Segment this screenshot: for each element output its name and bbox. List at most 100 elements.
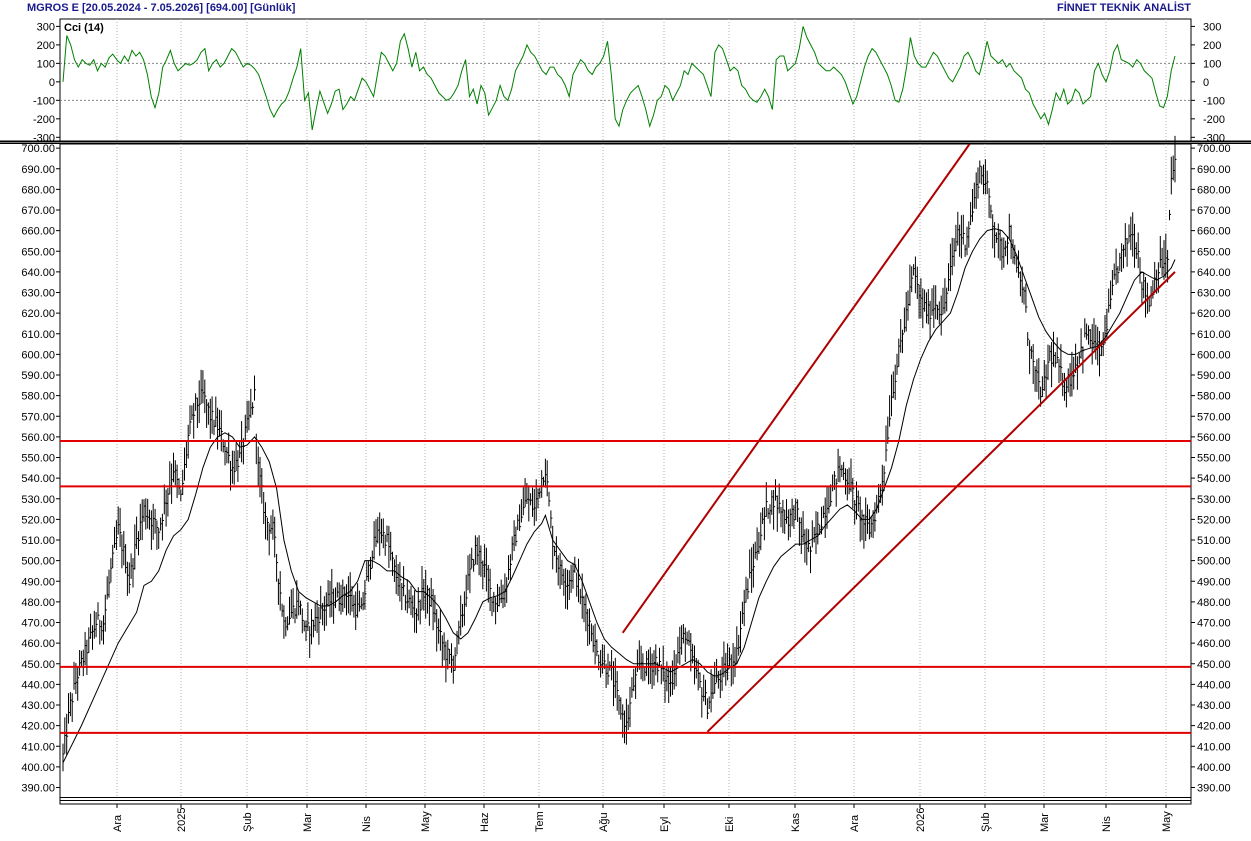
price-tick-label-left: 610.00	[21, 329, 55, 341]
price-tick-label-right: 450.00	[1197, 659, 1231, 671]
price-tick-label-right: 440.00	[1197, 679, 1231, 691]
x-tick-label: May	[1161, 811, 1173, 832]
price-tick-label-right: 390.00	[1197, 783, 1231, 795]
price-tick-label-right: 500.00	[1197, 556, 1231, 568]
price-frame	[59, 143, 1192, 805]
cci-tick-label-left: 300	[37, 21, 55, 33]
price-tick-label-right: 490.00	[1197, 576, 1231, 588]
price-tick-label-left: 600.00	[21, 349, 55, 361]
price-tick-label-left: 520.00	[21, 514, 55, 526]
price-tick-label-left: 390.00	[21, 783, 55, 795]
x-tick-label: Haz	[479, 812, 491, 832]
price-tick-label-left: 660.00	[21, 226, 55, 238]
price-tick-label-left: 450.00	[21, 659, 55, 671]
price-tick-label-right: 620.00	[1197, 308, 1231, 320]
cci-tick-label-right: -200	[1203, 114, 1225, 126]
price-tick-label-left: 460.00	[21, 638, 55, 650]
channel-line	[621, 143, 971, 634]
price-tick-label-right: 550.00	[1197, 453, 1231, 465]
price-tick-label-right: 560.00	[1197, 432, 1231, 444]
price-tick-label-left: 540.00	[21, 473, 55, 485]
x-tick-label: Kas	[790, 813, 802, 832]
cci-frame	[59, 18, 1192, 142]
price-tick-label-right: 480.00	[1197, 597, 1231, 609]
price-tick-label-left: 570.00	[21, 411, 55, 423]
price-tick-label-left: 480.00	[21, 597, 55, 609]
x-tick-label: 2025	[176, 808, 188, 832]
price-tick-label-left: 550.00	[21, 453, 55, 465]
price-tick-label-right: 650.00	[1197, 246, 1231, 258]
price-tick-label-left: 470.00	[21, 618, 55, 630]
x-axis: Ara 2025 Şub Mar Nis May Haz Tem Ağu Eyl Eki Kas Ara…	[112, 804, 1173, 832]
price-tick-label-left: 670.00	[21, 205, 55, 217]
price-tick-label-right: 610.00	[1197, 329, 1231, 341]
x-tick-label: Nis	[361, 816, 373, 832]
price-tick-label-left: 700.00	[21, 143, 55, 155]
price-tick-label-right: 580.00	[1197, 391, 1231, 403]
x-tick-label: 2026	[915, 808, 927, 832]
cci-tick-label-left: 200	[37, 40, 55, 52]
price-tick-label-right: 640.00	[1197, 267, 1231, 279]
x-tick-label: May	[420, 811, 432, 832]
price-tick-label-right: 590.00	[1197, 370, 1231, 382]
price-tick-label-left: 620.00	[21, 308, 55, 320]
cci-tick-label-left: 0	[49, 77, 55, 89]
cci-series-label: Cci (14)	[64, 22, 104, 34]
x-tick-label: Ara	[112, 814, 124, 832]
x-tick-label: Mar	[1039, 813, 1051, 832]
price-tick-label-right: 510.00	[1197, 535, 1231, 547]
price-tick-label-left: 440.00	[21, 679, 55, 691]
moving-average-line	[62, 228, 1176, 764]
cci-tick-label-right: 300	[1203, 21, 1221, 33]
price-panel: 700.00 700.00 690.00 690.00 680.00 680.00 670.…	[21, 135, 1231, 832]
price-tick-label-left: 590.00	[21, 370, 55, 382]
cci-grid	[116, 19, 1167, 141]
price-tick-label-left: 490.00	[21, 576, 55, 588]
cci-line	[62, 26, 1176, 130]
price-tick-label-right: 600.00	[1197, 349, 1231, 361]
price-tick-label-left: 580.00	[21, 391, 55, 403]
price-bars	[62, 135, 1177, 772]
price-tick-label-right: 690.00	[1197, 164, 1231, 176]
price-tick-label-right: 670.00	[1197, 205, 1231, 217]
price-tick-label-left: 400.00	[21, 762, 55, 774]
cci-tick-label-right: 100	[1203, 58, 1221, 70]
price-tick-label-left: 430.00	[21, 700, 55, 712]
price-tick-label-left: 680.00	[21, 184, 55, 196]
price-tick-label-right: 470.00	[1197, 618, 1231, 630]
x-tick-label: Ara	[849, 814, 861, 832]
x-tick-label: Nis	[1101, 816, 1113, 832]
price-tick-label-left: 420.00	[21, 721, 55, 733]
cci-reference-lines	[60, 62, 1191, 101]
price-tick-label-right: 540.00	[1197, 473, 1231, 485]
price-tick-label-left: 630.00	[21, 288, 55, 300]
cci-tick-label-left: 100	[37, 58, 55, 70]
x-tick-label: Eki	[724, 817, 736, 832]
channel-line	[706, 271, 1176, 733]
price-tick-label-left: 690.00	[21, 164, 55, 176]
price-tick-label-right: 660.00	[1197, 226, 1231, 238]
chart-header-title: MGROS E [20.05.2024 - 7.05.2026] [694.00…	[27, 2, 296, 14]
price-tick-label-left: 650.00	[21, 246, 55, 258]
price-tick-label-right: 400.00	[1197, 762, 1231, 774]
price-tick-label-right: 630.00	[1197, 288, 1231, 300]
cci-tick-label-right: -100	[1203, 95, 1225, 107]
price-y-axis: 700.00 700.00 690.00 690.00 680.00 680.00 670.…	[21, 143, 1230, 794]
price-tick-label-right: 520.00	[1197, 514, 1231, 526]
cci-tick-label-right: 0	[1203, 77, 1209, 89]
cci-tick-label-left: -200	[33, 114, 55, 126]
price-tick-label-left: 640.00	[21, 267, 55, 279]
x-tick-label: Şub	[980, 812, 992, 832]
price-tick-label-left: 530.00	[21, 494, 55, 506]
cci-tick-label-left: -100	[33, 95, 55, 107]
price-tick-label-left: 560.00	[21, 432, 55, 444]
price-tick-label-left: 510.00	[21, 535, 55, 547]
x-tick-label: Eyl	[659, 817, 671, 832]
price-tick-label-right: 570.00	[1197, 411, 1231, 423]
price-tick-label-right: 430.00	[1197, 700, 1231, 712]
cci-tick-label-right: 200	[1203, 40, 1221, 52]
price-tick-label-right: 680.00	[1197, 184, 1231, 196]
price-tick-label-right: 460.00	[1197, 638, 1231, 650]
